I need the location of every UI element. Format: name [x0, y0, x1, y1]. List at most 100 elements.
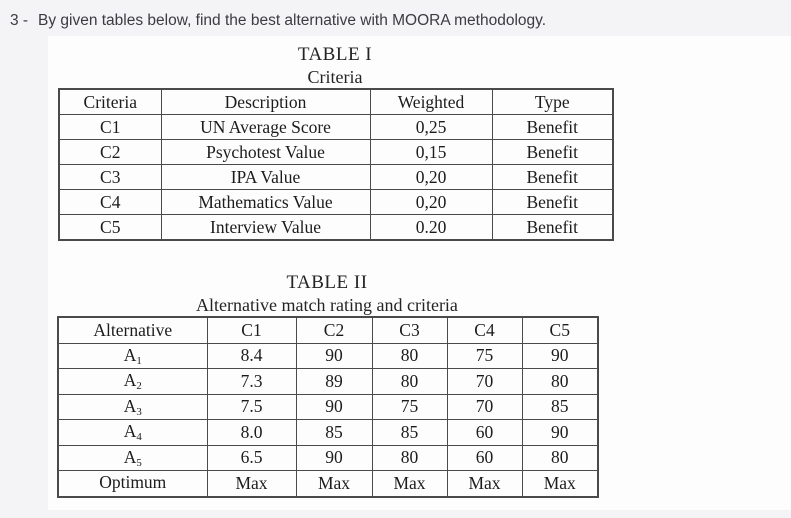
alternative-subscript: 4 [136, 431, 142, 444]
rating-cell: 85 [521, 393, 599, 420]
description-cell: IPA Value [160, 164, 371, 190]
rating-cell: 60 [446, 444, 523, 471]
rating-cell: 80 [521, 444, 599, 471]
type-cell: Benefit [491, 189, 614, 215]
table1-subtitle: Criteria [307, 67, 363, 87]
rating-cell: 90 [295, 393, 373, 420]
rating-cell: 7.3 [206, 368, 297, 395]
rating-cell: 90 [295, 444, 373, 471]
table-row: C4 Mathematics Value 0,20 Benefit [58, 189, 614, 215]
question-number: 3 - [10, 12, 29, 29]
table-row: C3 IPA Value 0,20 Benefit [58, 164, 614, 190]
rating-cell: 80 [371, 368, 448, 395]
alternative-label: A [123, 370, 137, 391]
rating-cell: 80 [371, 342, 448, 369]
alternative-subscript: 1 [136, 354, 142, 367]
table2-header-c2: C2 [295, 316, 373, 344]
table2-header-alternative: Alternative [57, 316, 208, 344]
description-cell: UN Average Score [160, 114, 371, 140]
table1-header-description: Description [160, 88, 371, 115]
type-cell: Benefit [491, 114, 614, 140]
alternatives-table: Alternative C1 C2 C3 C4 C5 A1 8.4 90 80 … [57, 316, 599, 498]
type-cell: Benefit [491, 214, 614, 241]
table1-title: TABLE I [297, 44, 373, 65]
type-cell: Benefit [491, 164, 614, 190]
optimum-row: Optimum Max Max Max Max Max [57, 470, 599, 497]
table1-header-row: Criteria Description Weighted Type [58, 88, 614, 115]
alternative-cell: A2 [57, 368, 208, 395]
rating-cell: 85 [371, 419, 448, 446]
weighted-cell: 0.20 [369, 214, 493, 241]
rating-cell: 75 [446, 342, 523, 369]
question-text: By given tables below, find the best alt… [38, 12, 547, 29]
table-row: C5 Interview Value 0.20 Benefit [58, 214, 614, 241]
rating-cell: 90 [521, 419, 599, 446]
description-cell: Interview Value [160, 214, 371, 241]
alternative-label: A [123, 421, 137, 442]
rating-cell: 8.0 [206, 419, 297, 446]
table2-header-c1: C1 [206, 316, 297, 344]
rating-cell: 90 [521, 342, 599, 369]
optimum-label: Optimum [99, 472, 167, 493]
optimum-label-cell: Optimum [57, 470, 208, 497]
optimum-cell: Max [371, 470, 448, 497]
table1-header-weighted: Weighted [369, 88, 493, 115]
rating-cell: 80 [521, 368, 599, 395]
rating-cell: 8.4 [206, 342, 297, 369]
criteria-cell: C5 [58, 214, 162, 241]
table-row: A3 7.5 90 75 70 85 [57, 393, 599, 420]
alternative-cell: A1 [57, 342, 208, 369]
alternative-subscript: 2 [136, 380, 142, 393]
alternative-label: A [123, 395, 137, 416]
alternative-subscript: 5 [136, 456, 142, 469]
weighted-cell: 0,20 [369, 164, 493, 190]
criteria-cell: C2 [58, 139, 162, 165]
criteria-cell: C1 [58, 114, 162, 140]
criteria-cell: C4 [58, 189, 162, 215]
alternative-cell: A5 [57, 444, 208, 471]
rating-cell: 90 [295, 342, 373, 369]
table-row: C2 Psychotest Value 0,15 Benefit [58, 139, 614, 165]
weighted-cell: 0,15 [369, 139, 493, 165]
weighted-cell: 0,25 [369, 114, 493, 140]
alternative-cell: A3 [57, 393, 208, 420]
table2-header-row: Alternative C1 C2 C3 C4 C5 [57, 316, 599, 344]
table1-section: TABLE I Criteria Criteria Description We… [58, 44, 614, 241]
rating-cell: 70 [446, 393, 523, 420]
table1-header-type: Type [491, 88, 614, 115]
rating-cell: 6.5 [206, 444, 297, 471]
criteria-cell: C3 [58, 164, 162, 190]
alternative-label: A [123, 344, 137, 365]
rating-cell: 89 [295, 368, 373, 395]
description-cell: Psychotest Value [160, 139, 371, 165]
table2-title: TABLE II [286, 272, 368, 293]
alternative-cell: A4 [57, 419, 208, 446]
table-row: A4 8.0 85 85 60 90 [57, 419, 599, 446]
rating-cell: 60 [446, 419, 523, 446]
table2-header-c5: C5 [521, 316, 599, 344]
table1-header-criteria: Criteria [58, 88, 162, 115]
rating-cell: 80 [371, 444, 448, 471]
optimum-cell: Max [295, 470, 373, 497]
table-row: A5 6.5 90 80 60 80 [57, 444, 599, 471]
rating-cell: 85 [295, 419, 373, 446]
table2-header-c3: C3 [371, 316, 448, 344]
optimum-cell: Max [206, 470, 297, 497]
weighted-cell: 0,20 [369, 189, 493, 215]
alternative-subscript: 3 [136, 405, 142, 418]
table-row: A2 7.3 89 80 70 80 [57, 368, 599, 395]
rating-cell: 70 [446, 368, 523, 395]
optimum-cell: Max [521, 470, 599, 497]
optimum-cell: Max [446, 470, 523, 497]
rating-cell: 75 [371, 393, 448, 420]
alternative-label: A [123, 446, 137, 467]
table2-subtitle: Alternative match rating and criteria [196, 295, 458, 315]
criteria-table: Criteria Description Weighted Type C1 UN… [58, 88, 614, 241]
table-row: A1 8.4 90 80 75 90 [57, 342, 599, 369]
document-image-panel: TABLE I Criteria Criteria Description We… [48, 36, 791, 510]
rating-cell: 7.5 [206, 393, 297, 420]
table2-section: TABLE II Alternative match rating and cr… [57, 272, 599, 498]
table2-header-c4: C4 [446, 316, 523, 344]
type-cell: Benefit [491, 139, 614, 165]
table-row: C1 UN Average Score 0,25 Benefit [58, 114, 614, 140]
